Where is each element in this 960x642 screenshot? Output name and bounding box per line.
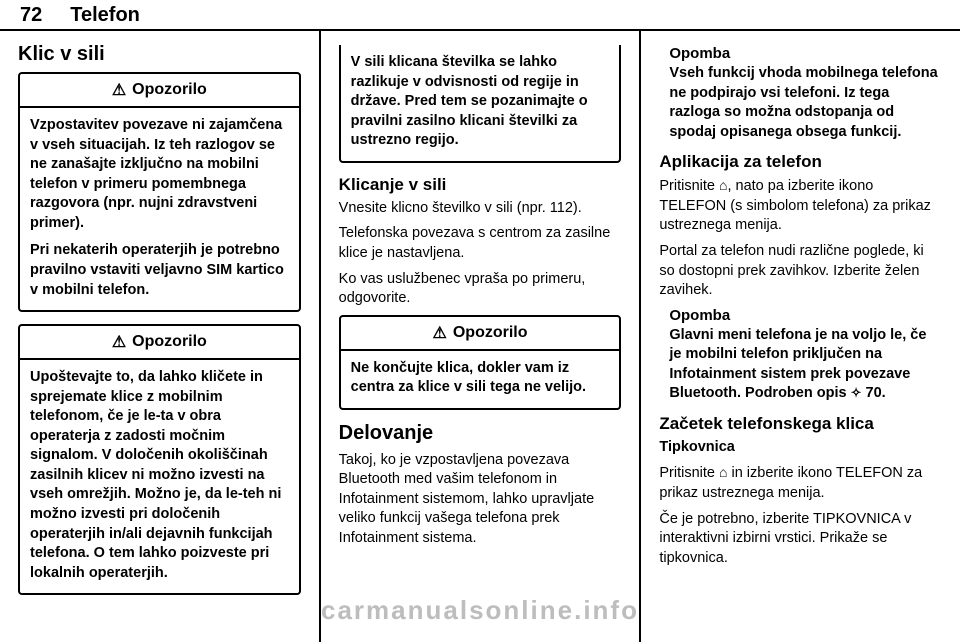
subsubsection-keyboard: Tipkovnica	[659, 438, 942, 458]
note-title: Opomba	[669, 45, 942, 62]
text-part: Pritisnite	[659, 178, 719, 194]
note-box-1: Opomba Vseh funkcij vhoda mobilnega tele…	[659, 45, 942, 142]
warning-text: Ne končujte klica, dokler vam iz centra …	[351, 359, 610, 398]
warning-triangle-icon: ⚠	[112, 80, 126, 100]
warning-title-wrap: ⚠ Opozorilo	[20, 326, 299, 360]
subsection-emergency-calling: Klicanje v sili	[339, 175, 622, 195]
warning-text: V sili klicana številka se lahko razliku…	[351, 53, 610, 151]
column-1: Klic v sili ⚠ Opozorilo Vzpostavitev pov…	[0, 31, 319, 642]
note-box-2: Opomba Glavni meni telefona je na voljo …	[659, 307, 942, 404]
body-text: Telefonska povezava s centrom za zasilne…	[339, 224, 622, 263]
warning-triangle-icon: ⚠	[112, 332, 126, 352]
columns-wrap: Klic v sili ⚠ Opozorilo Vzpostavitev pov…	[0, 31, 960, 642]
note-text-part: Glavni meni telefona je na voljo le, če …	[669, 327, 926, 402]
warning-title: ⚠ Opozorilo	[433, 323, 528, 343]
warning-text: Vzpostavitev povezave ni zajamčena v vse…	[30, 116, 289, 233]
manual-page: 72 Telefon Klic v sili ⚠ Opozorilo Vzpos…	[0, 0, 960, 642]
body-text: Pritisnite ⌂, nato pa izberite ikono TEL…	[659, 176, 942, 236]
warning-title-wrap: ⚠ Opozorilo	[20, 74, 299, 108]
warning-body-cont: V sili klicana številka se lahko razliku…	[341, 45, 620, 161]
note-text-part: 70.	[866, 385, 886, 401]
warning-label: Opozorilo	[453, 324, 528, 342]
text-part: Pritisnite	[659, 465, 719, 481]
warning-body-1: Vzpostavitev povezave ni zajamčena v vse…	[20, 108, 299, 310]
warning-title: ⚠ Opozorilo	[112, 332, 207, 352]
warning-label: Opozorilo	[132, 81, 207, 99]
body-text: Vnesite klicno številko v sili (npr. 112…	[339, 199, 622, 219]
page-header: 72 Telefon	[0, 0, 960, 31]
subsection-start-call: Začetek telefonskega klica	[659, 414, 942, 434]
body-text: Portal za telefon nudi različne poglede,…	[659, 242, 942, 301]
subsection-phone-app: Aplikacija za telefon	[659, 152, 942, 172]
warning-box-continued: V sili klicana številka se lahko razliku…	[339, 45, 622, 163]
warning-text: Upoštevajte to, da lahko kličete in spre…	[30, 368, 289, 583]
column-2: V sili klicana številka se lahko razliku…	[321, 31, 640, 642]
warning-text: Pri nekaterih operaterjih je potrebno pr…	[30, 241, 289, 300]
warning-box-1: ⚠ Opozorilo Vzpostavitev povezave ni zaj…	[18, 72, 301, 312]
warning-box-3: ⚠ Opozorilo Ne končujte klica, dokler va…	[339, 315, 622, 410]
note-body: Vseh funkcij vhoda mobilnega telefona ne…	[669, 64, 942, 142]
page-number: 72	[20, 4, 42, 27]
warning-title-wrap: ⚠ Opozorilo	[341, 317, 620, 351]
body-text: Takoj, ko je vzpostavljena povezava Blue…	[339, 451, 622, 549]
body-text: Če je potrebno, izberite TIPKOVNICA v in…	[659, 510, 942, 569]
column-3: Opomba Vseh funkcij vhoda mobilnega tele…	[641, 31, 960, 642]
body-text: Ko vas uslužbenec vpraša po primeru, odg…	[339, 270, 622, 309]
chapter-title: Telefon	[70, 4, 140, 27]
warning-body-2: Upoštevajte to, da lahko kličete in spre…	[20, 360, 299, 593]
reference-icon: ✧	[851, 384, 862, 402]
section-title-operation: Delovanje	[339, 422, 622, 445]
warning-label: Opozorilo	[132, 333, 207, 351]
section-title-emergency-call: Klic v sili	[18, 43, 301, 66]
body-text: Pritisnite ⌂ in izberite ikono TELEFON z…	[659, 463, 942, 503]
note-title: Opomba	[669, 307, 942, 324]
warning-triangle-icon: ⚠	[433, 323, 447, 343]
note-body: Glavni meni telefona je na voljo le, če …	[669, 326, 942, 404]
warning-body-3: Ne končujte klica, dokler vam iz centra …	[341, 351, 620, 408]
warning-title: ⚠ Opozorilo	[112, 80, 207, 100]
warning-box-2: ⚠ Opozorilo Upoštevajte to, da lahko kli…	[18, 324, 301, 595]
